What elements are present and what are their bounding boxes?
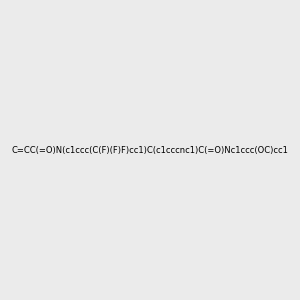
Text: C=CC(=O)N(c1ccc(C(F)(F)F)cc1)C(c1cccnc1)C(=O)Nc1ccc(OC)cc1: C=CC(=O)N(c1ccc(C(F)(F)F)cc1)C(c1cccnc1)… [12, 146, 288, 154]
